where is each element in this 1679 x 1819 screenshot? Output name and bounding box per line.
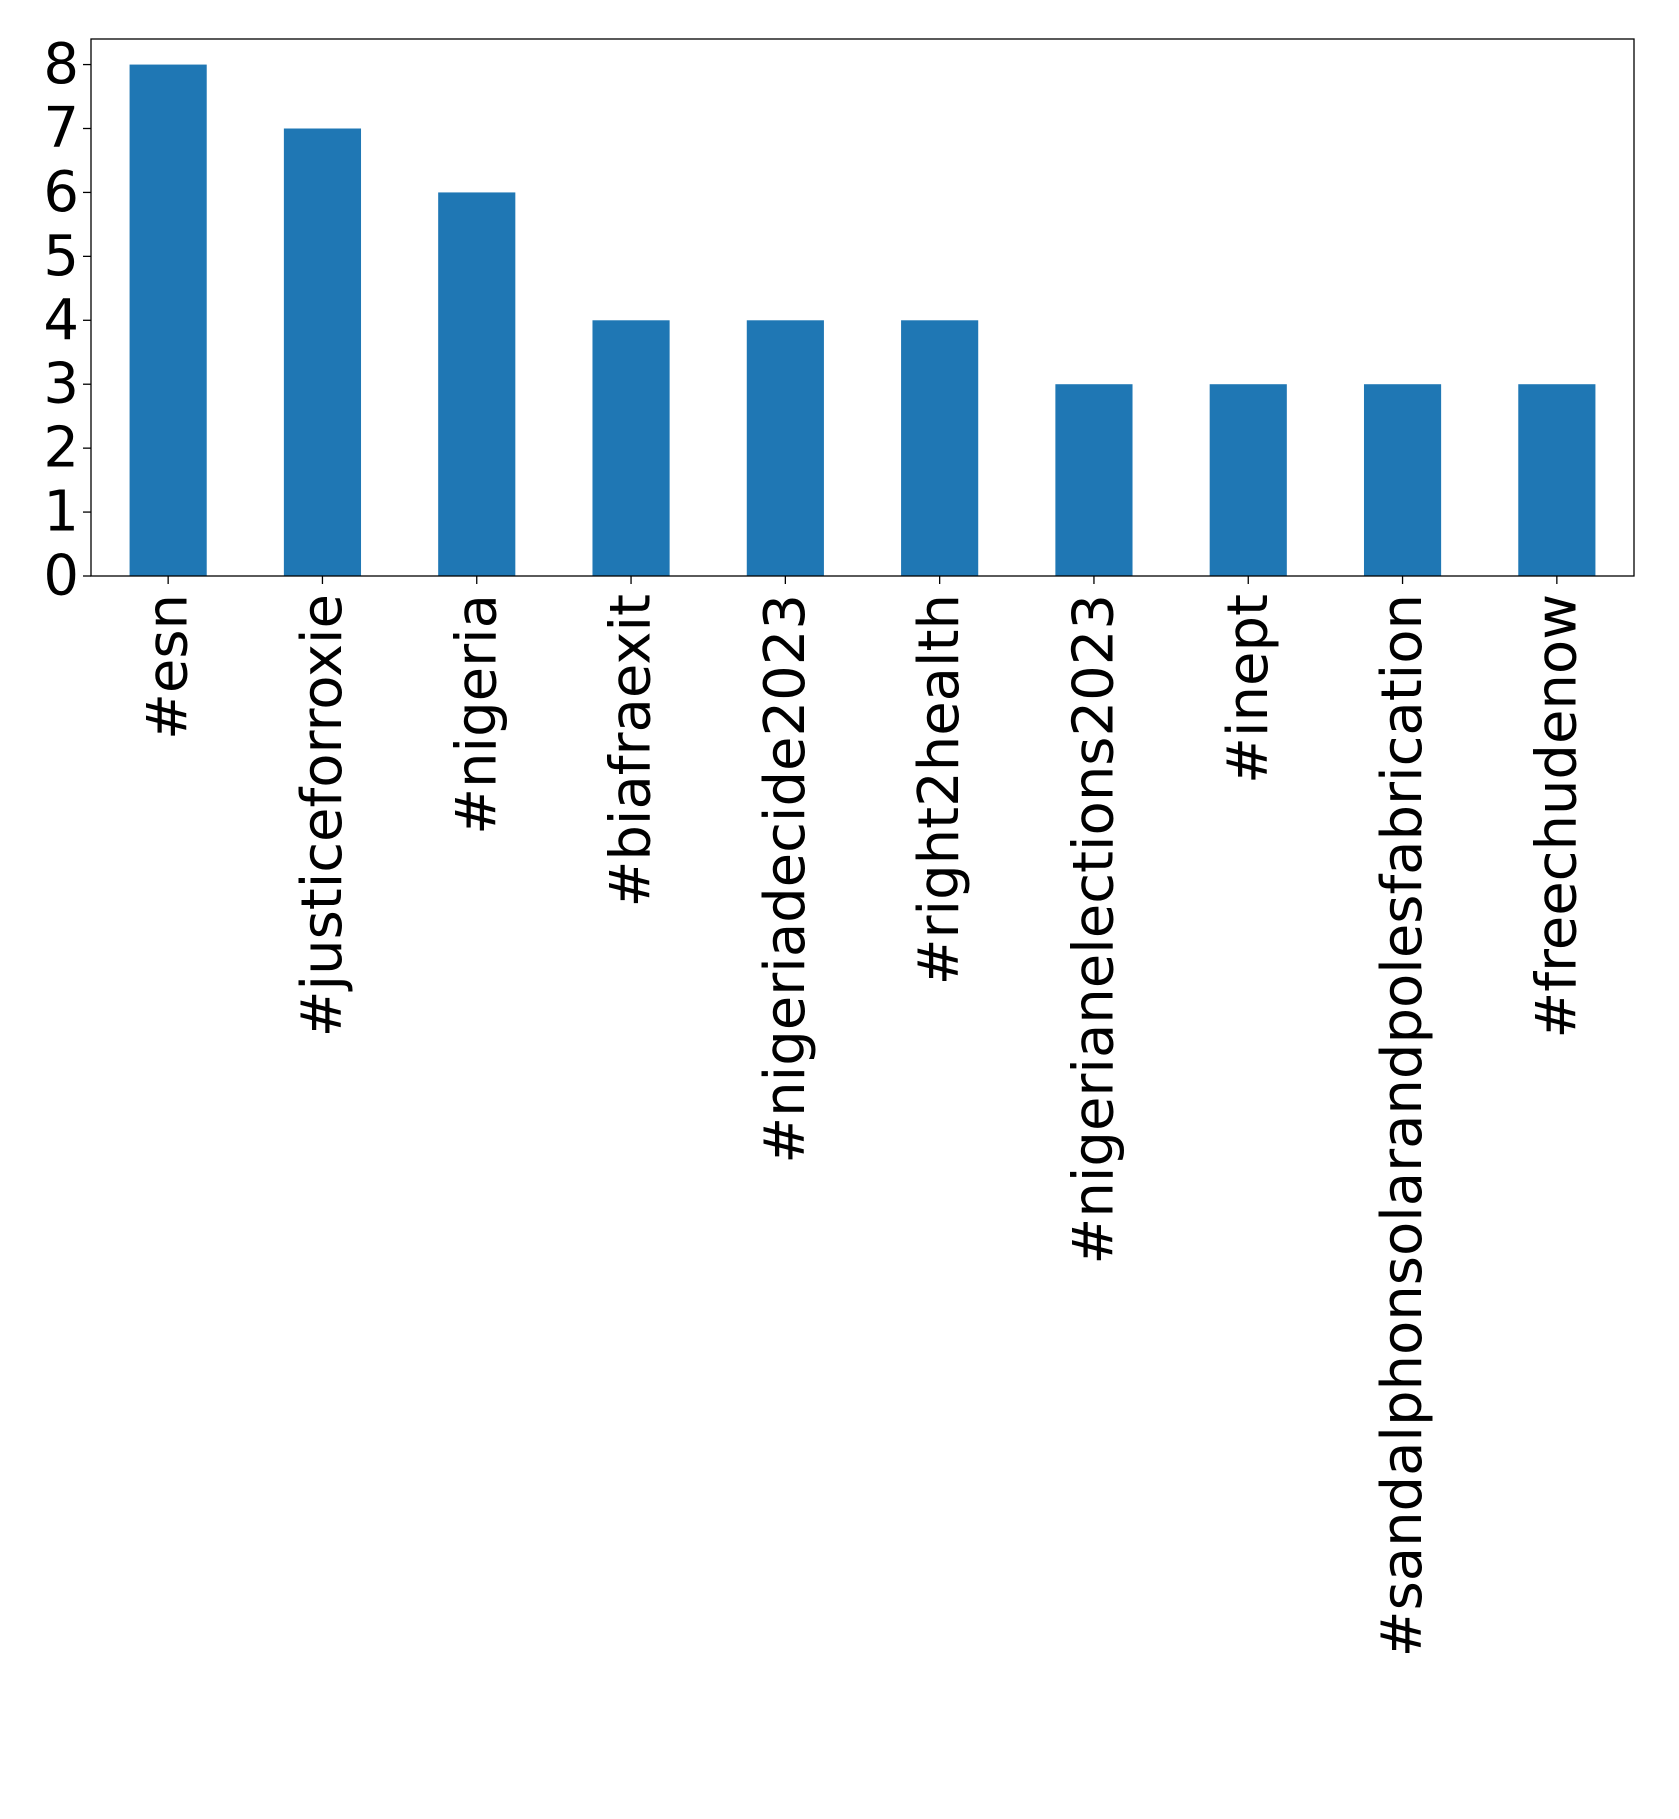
y-tick-label: 8: [43, 32, 79, 97]
bar-nigeriadecide2023: [746, 320, 824, 576]
y-tick-label: 1: [43, 480, 79, 545]
x-tick-label: #biafraexit: [599, 594, 664, 908]
x-axis: #esn #justiceforroxie #nigeria #biafraexit #…: [136, 576, 1589, 1657]
y-tick-label: 5: [43, 224, 79, 289]
x-tick-label: #nigeriadecide2023: [753, 594, 818, 1164]
x-tick-label: #nigeria: [444, 594, 509, 835]
y-tick-label: 6: [43, 160, 79, 225]
y-tick-label: 3: [43, 352, 79, 417]
bar-sandalphonsolarandpolesfabrication: [1363, 384, 1442, 576]
x-tick-label: #freechudenow: [1524, 594, 1589, 1039]
x-tick-label: #nigerianelections2023: [1061, 594, 1126, 1265]
y-tick-label: 2: [43, 416, 79, 481]
y-tick-label: 4: [43, 288, 79, 353]
bar-justiceforroxie: [283, 128, 362, 576]
plot-frame: [90, 38, 1635, 577]
y-tick-label: 0: [43, 544, 79, 609]
x-tick-label: #esn: [136, 594, 201, 740]
bar-nigeria: [438, 192, 516, 576]
bar-nigerianelections2023: [1055, 384, 1133, 576]
bar-inept: [1209, 384, 1287, 576]
x-tick-label: #sandalphonsolarandpolesfabrication: [1370, 594, 1435, 1657]
x-tick-label: #justiceforroxie: [290, 594, 355, 1037]
bar-right2health: [901, 320, 979, 576]
x-tick-label: #inept: [1216, 594, 1281, 784]
x-tick-label: #right2health: [907, 594, 972, 985]
bar-freechudenow: [1518, 384, 1596, 576]
bar-biafraexit: [592, 320, 670, 576]
y-tick-label: 7: [43, 96, 79, 161]
bars-layer: [129, 64, 1596, 577]
bar-esn: [129, 64, 207, 577]
